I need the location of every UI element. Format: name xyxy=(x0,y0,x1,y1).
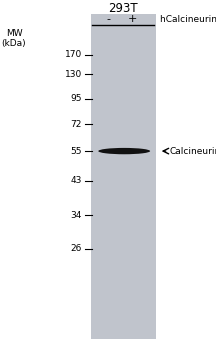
Ellipse shape xyxy=(98,148,150,154)
Text: 43: 43 xyxy=(71,176,82,185)
Text: 95: 95 xyxy=(71,94,82,103)
Text: (kDa): (kDa) xyxy=(2,38,26,48)
Text: 170: 170 xyxy=(65,50,82,59)
Text: hCalcineurin A: hCalcineurin A xyxy=(160,15,216,24)
Text: 130: 130 xyxy=(65,70,82,79)
Text: 26: 26 xyxy=(71,244,82,253)
Text: 72: 72 xyxy=(71,120,82,129)
Text: +: + xyxy=(128,14,138,24)
Text: MW: MW xyxy=(6,29,22,38)
Text: 55: 55 xyxy=(71,146,82,156)
Text: -: - xyxy=(106,14,110,24)
Bar xyxy=(91,14,156,339)
Text: 34: 34 xyxy=(71,211,82,220)
Text: CalcineurinA: CalcineurinA xyxy=(170,146,216,156)
Text: 293T: 293T xyxy=(108,2,138,15)
